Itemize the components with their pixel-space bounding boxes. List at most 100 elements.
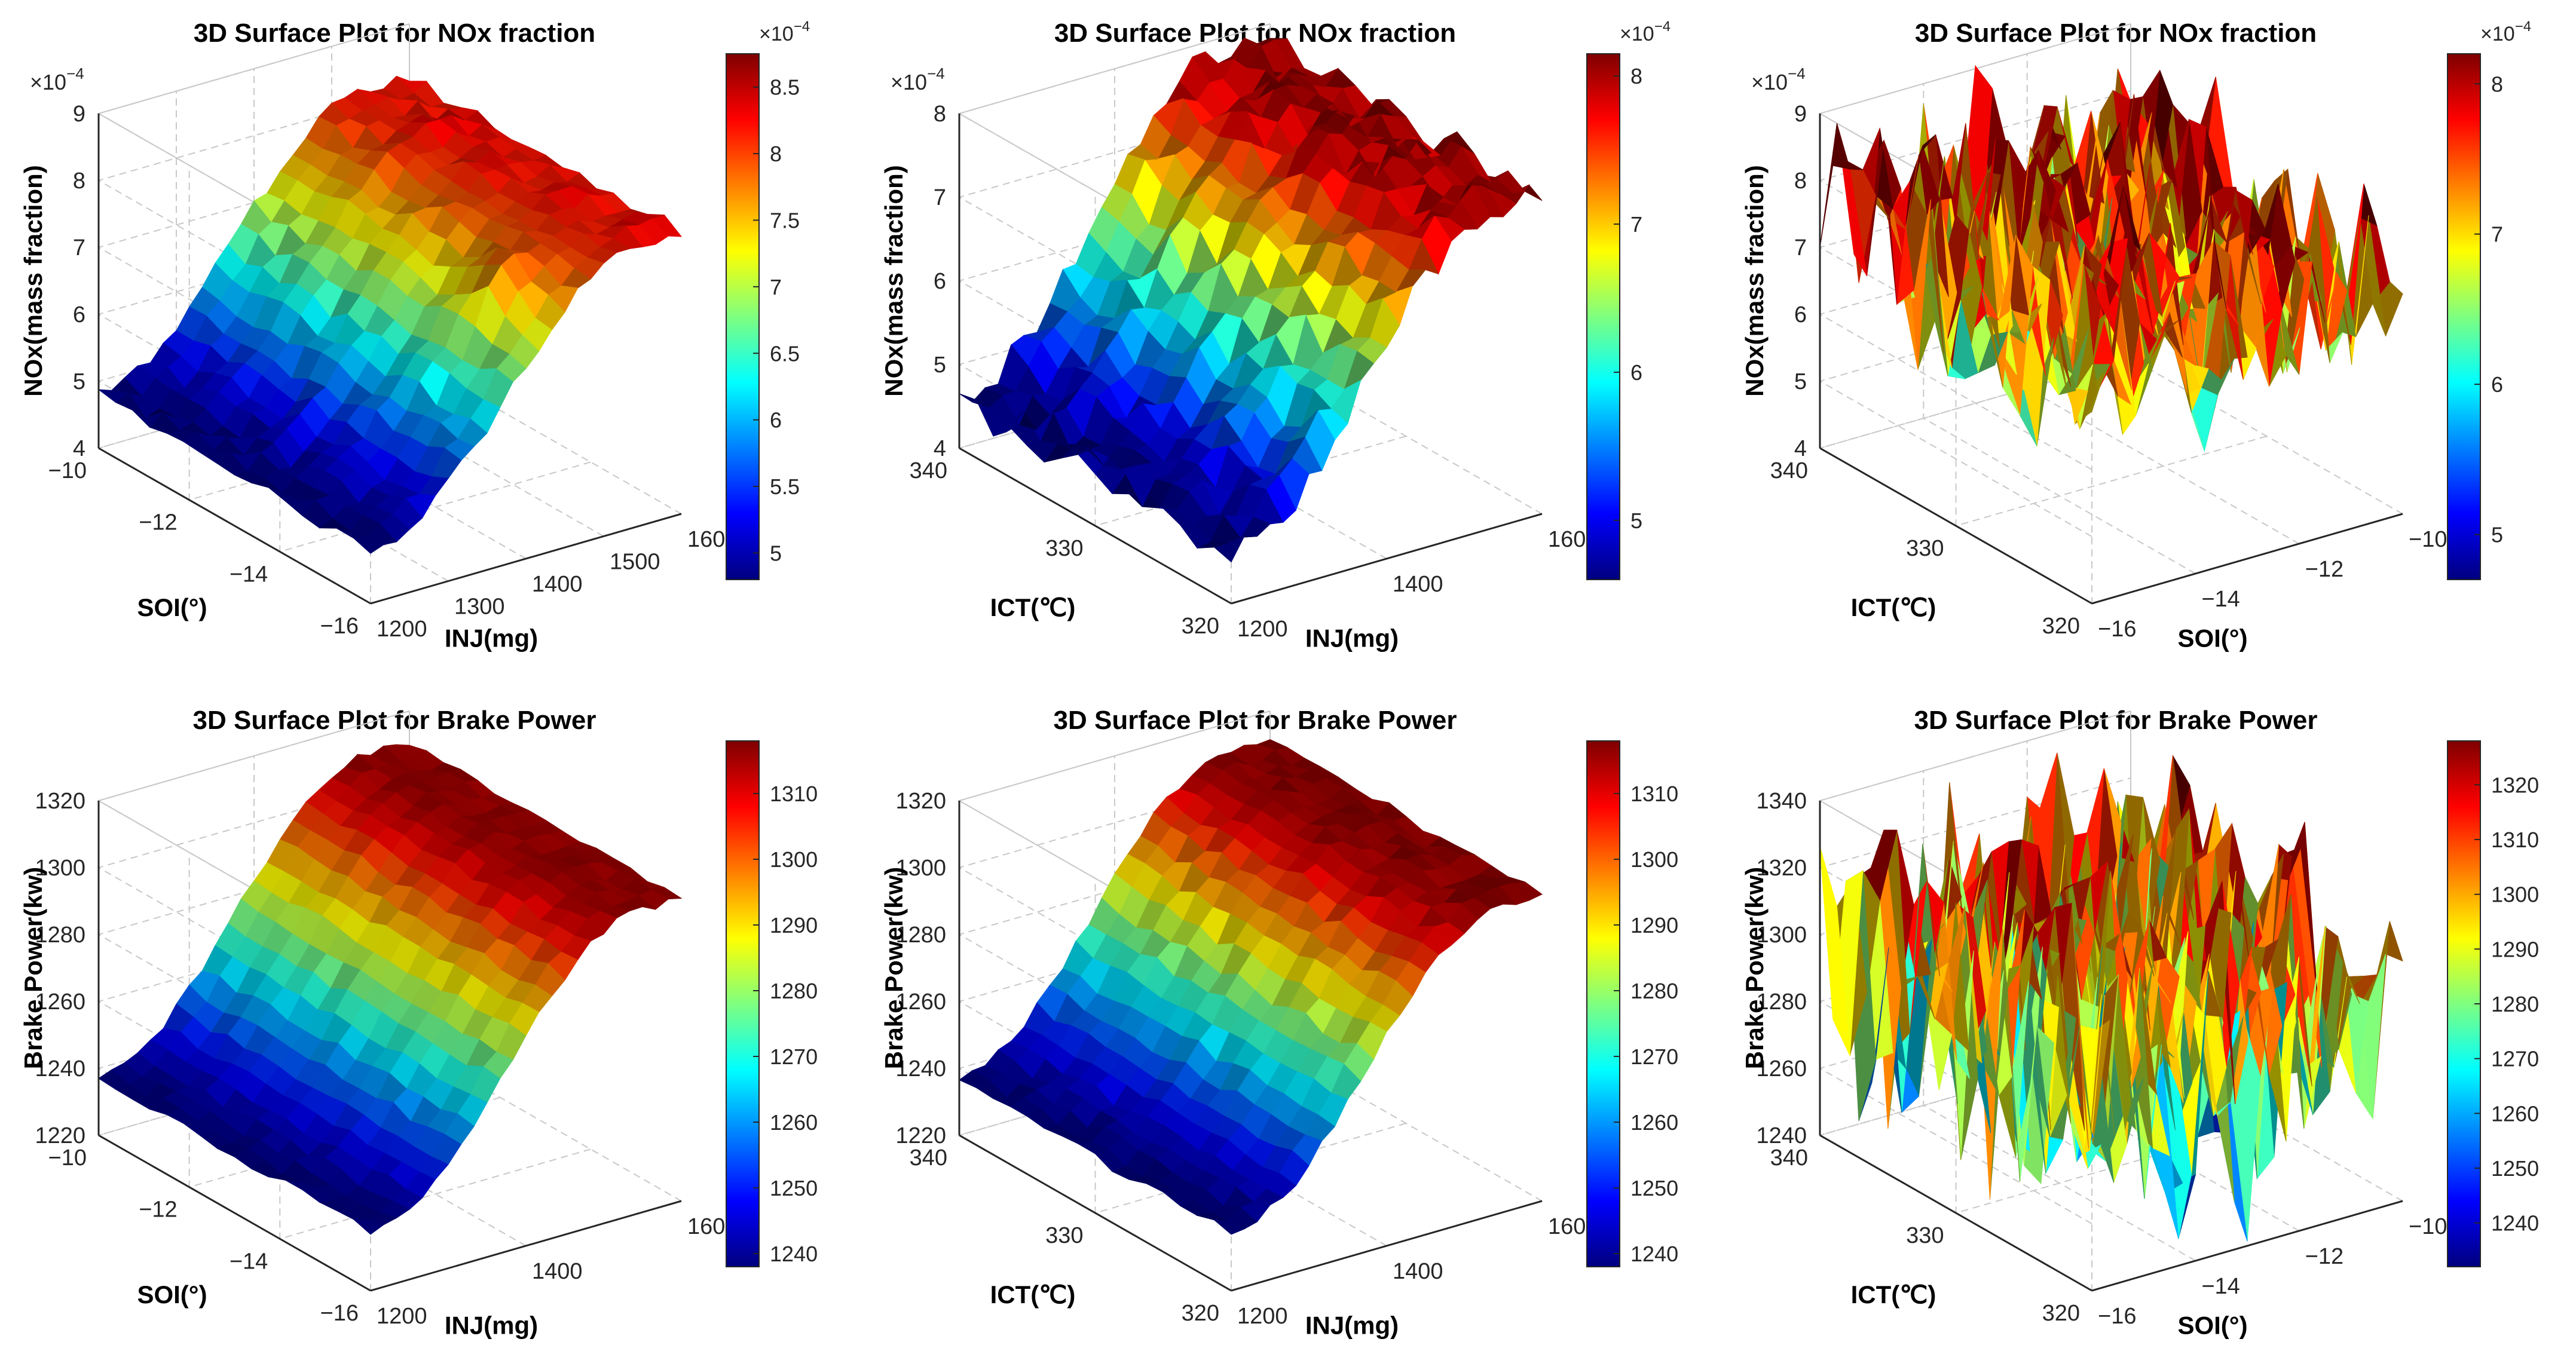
x-tick-label: 1300 (454, 595, 505, 620)
colorbar-tick-label: 1240 (2491, 1211, 2539, 1236)
axes-box-edge (959, 23, 1271, 114)
z-tick-label: 5 (73, 369, 85, 394)
surface (98, 744, 683, 1235)
x-tick-label: 1200 (377, 1304, 427, 1329)
colorbar-tick-label: 1280 (2491, 992, 2539, 1016)
z-axis-label: Brake Power(kw) (1740, 867, 1769, 1069)
z-exponent-power: −4 (66, 65, 84, 82)
z-tick-label: 5 (934, 353, 946, 378)
z-exponent-label: ×10−4 (891, 65, 945, 94)
z-exponent-power: −4 (1788, 65, 1806, 82)
x-axis-line (2091, 513, 2403, 605)
x-axis-line (2091, 1200, 2403, 1292)
z-tick-label: 1260 (895, 989, 946, 1015)
chart-panel-power-ict-inj: 3D Surface Plot for Brake Power 1200 1400 1… (880, 706, 1678, 1340)
surface-patch (97, 389, 130, 403)
surface (959, 739, 1543, 1235)
y-tick-label: −10 (48, 1145, 87, 1171)
x-axis-label: INJ(mg) (445, 624, 538, 652)
x-tick-label: −10 (2409, 1214, 2447, 1239)
y-axis-label: ICT(℃) (990, 593, 1076, 621)
y-tick-label: 340 (910, 458, 947, 483)
x-axis-label: INJ(mg) (1305, 624, 1399, 652)
colorbar-tick-label: 1260 (1630, 1110, 1678, 1135)
axes-box-edge (1819, 710, 2131, 801)
z-exponent-power: −4 (927, 65, 945, 82)
y-axis-line (98, 447, 371, 605)
z-tick-label: 1340 (1756, 789, 1807, 814)
z-tick-label: 5 (1794, 369, 1807, 394)
z-axis-label: Brake Power(kw) (880, 867, 908, 1069)
chart-panel-nox-ict-inj: 3D Surface Plot for NOx fraction12001400… (880, 19, 1671, 652)
colorbar (1586, 53, 1620, 580)
colorbar-tick-label: 1300 (2491, 883, 2539, 907)
y-axis-label: ICT(℃) (1851, 593, 1936, 621)
z-tick-label: 6 (1794, 302, 1807, 327)
z-tick-label: 1320 (35, 789, 85, 814)
chart-title: 3D Surface Plot for Brake Power (193, 706, 596, 735)
x-tick-label: −12 (2305, 1244, 2344, 1269)
colorbar-tick-label: 1250 (2491, 1156, 2539, 1181)
y-tick-label: 320 (1182, 1301, 1219, 1326)
surface-patch (98, 1069, 130, 1090)
z-tick-label: 7 (934, 185, 946, 210)
y-tick-label: −14 (230, 1249, 268, 1274)
surface (1819, 752, 2403, 1242)
colorbar-tick-label: 1250 (770, 1176, 818, 1200)
colorbar (726, 53, 760, 580)
colorbar-tick-label: 1290 (1630, 913, 1678, 938)
colorbar-exponent-power: −4 (2515, 19, 2531, 35)
z-exponent-label: ×10−4 (1751, 65, 1806, 94)
colorbar-tick-label: 8 (2491, 72, 2503, 96)
x-tick-label: 1400 (1393, 572, 1443, 597)
z-exponent-label: ×10−4 (30, 65, 84, 94)
x-tick-label: −10 (2409, 527, 2447, 552)
x-axis-label: INJ(mg) (445, 1312, 538, 1340)
colorbar-tick-label: 6 (770, 408, 782, 433)
y-tick-label: −12 (139, 510, 177, 535)
colorbar-exponent-power: −4 (794, 19, 810, 35)
z-tick-label: 6 (73, 302, 85, 327)
surface-patch (1819, 846, 1850, 1056)
colorbar-exponent-label: ×10−4 (759, 19, 810, 45)
colorbar-tick-label: 6.5 (770, 341, 800, 366)
colorbar-tick-label: 1300 (1630, 847, 1678, 872)
surface (959, 37, 1543, 563)
z-tick-label: 1300 (1756, 923, 1807, 948)
surface-patch (959, 393, 990, 408)
colorbar-tick-label: 1270 (770, 1044, 818, 1069)
y-axis-label: SOI(°) (137, 1280, 207, 1309)
z-tick-label: 4 (73, 436, 85, 461)
colorbar (2447, 53, 2481, 580)
z-tick-label: 1240 (1756, 1123, 1807, 1148)
x-axis-line (1231, 513, 1543, 605)
z-tick-label: 7 (73, 235, 85, 261)
chart-panel-power-soi-inj: 3D Surface Plot for Brake Power 1200 1400 1… (19, 706, 818, 1340)
x-axis-label: SOI(°) (2177, 624, 2247, 652)
z-tick-label: 1220 (35, 1123, 85, 1148)
colorbar-tick-label: 1280 (770, 979, 818, 1003)
z-tick-label: 9 (1794, 102, 1807, 127)
x-tick-label: −12 (2305, 557, 2344, 582)
z-axis-label: NOx(mass fraction) (1740, 165, 1769, 396)
colorbar-tick-label: 1260 (2491, 1101, 2539, 1126)
colorbar-tick-label: 5 (1630, 508, 1642, 533)
x-tick-label: 1400 (1393, 1259, 1443, 1284)
colorbar-tick-label: 1280 (1630, 979, 1678, 1003)
axes-box-edge (98, 710, 410, 801)
y-axis-label: SOI(°) (137, 593, 207, 621)
x-axis-line (1231, 1200, 1543, 1292)
surface-patch (1819, 123, 1850, 248)
z-tick-label: 1320 (1756, 856, 1807, 881)
x-tick-label: 1200 (1237, 617, 1288, 642)
x-axis-label: INJ(mg) (1305, 1312, 1399, 1340)
z-tick-label: 1240 (895, 1056, 946, 1082)
colorbar-tick-label: 8 (1630, 64, 1642, 88)
z-axis-label: NOx(mass fraction) (19, 165, 47, 396)
colorbar-tick-label: 7.5 (770, 208, 800, 232)
y-axis-line (98, 1134, 371, 1292)
colorbar-tick-label: 1240 (770, 1242, 818, 1266)
z-tick-label: 1280 (895, 923, 946, 948)
chart-title: 3D Surface Plot for Brake Power (1054, 706, 1457, 735)
